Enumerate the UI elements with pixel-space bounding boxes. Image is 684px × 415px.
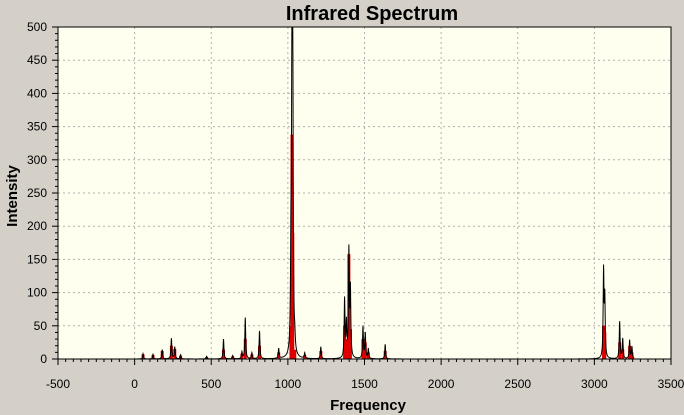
y-tick-label: 250 — [27, 186, 47, 200]
y-tick-label: 300 — [27, 153, 47, 167]
y-tick-label: 350 — [27, 120, 47, 134]
x-tick-label: 0 — [131, 377, 138, 391]
y-axis-ticks: 0 50 100 150 200 250 300 350 400 450 500 — [27, 20, 58, 366]
x-tick-label: 3500 — [658, 377, 684, 391]
x-tick-label: 1000 — [275, 377, 302, 391]
x-tick-label: 3000 — [581, 377, 608, 391]
y-tick-label: 500 — [27, 20, 47, 34]
y-tick-label: 200 — [27, 219, 47, 233]
y-tick-label: 450 — [27, 53, 47, 67]
x-tick-label: 1500 — [351, 377, 378, 391]
x-tick-label: 2500 — [504, 377, 531, 391]
y-tick-label: 150 — [27, 252, 47, 266]
y-tick-label: 400 — [27, 86, 47, 100]
chart-title: Infrared Spectrum — [286, 3, 458, 25]
x-tick-label: -500 — [46, 377, 70, 391]
y-tick-label: 0 — [40, 352, 47, 366]
x-axis-ticks: -500 0 500 1000 1500 2000 2500 3000 3500 — [46, 359, 684, 391]
x-tick-label: 2000 — [428, 377, 455, 391]
x-tick-label: 500 — [201, 377, 221, 391]
y-axis-label: Intensity — [4, 165, 21, 227]
y-tick-label: 100 — [27, 286, 47, 300]
x-axis-label: Frequency — [330, 397, 407, 414]
y-tick-label: 50 — [34, 319, 48, 333]
